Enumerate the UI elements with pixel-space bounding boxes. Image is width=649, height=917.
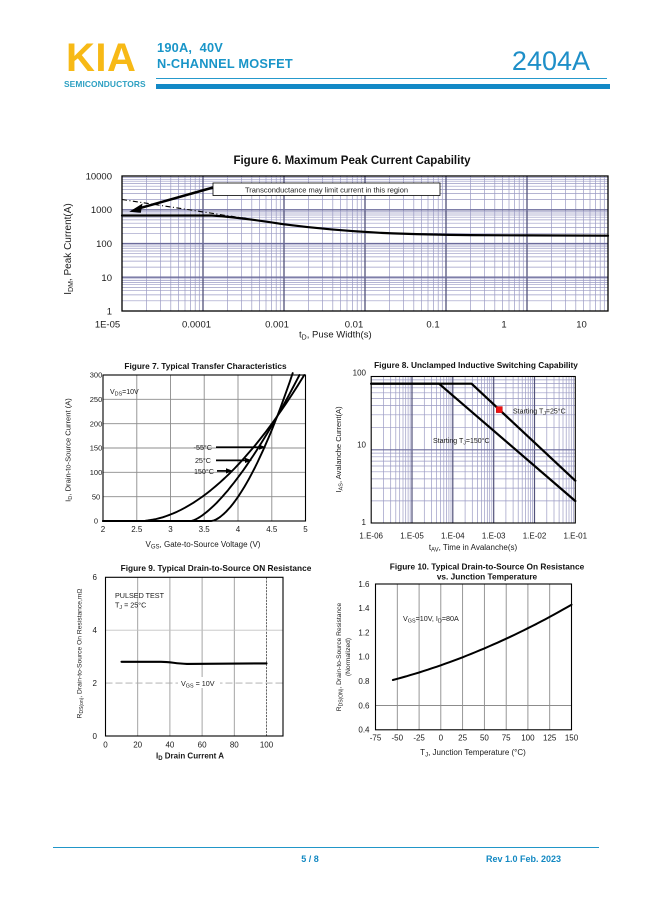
svg-text:2.5: 2.5 xyxy=(131,525,143,534)
svg-text:IAS, Avalanche Current(A): IAS, Avalanche Current(A) xyxy=(334,406,345,493)
svg-text:tD, Puse Width(s): tD, Puse Width(s) xyxy=(299,330,372,342)
svg-text:1: 1 xyxy=(362,518,367,527)
svg-text:10: 10 xyxy=(576,320,587,331)
svg-text:0: 0 xyxy=(439,734,444,743)
svg-text:10000: 10000 xyxy=(86,172,112,183)
svg-text:TJ = 25°C: TJ = 25°C xyxy=(115,601,146,612)
svg-text:1.E-01: 1.E-01 xyxy=(564,532,588,541)
svg-text:0: 0 xyxy=(103,741,108,750)
svg-text:RDS(ON), Drain-to-Source Resis: RDS(ON), Drain-to-Source Resistance xyxy=(336,602,344,711)
svg-text:1.E-05: 1.E-05 xyxy=(400,532,424,541)
svg-text:4: 4 xyxy=(236,525,241,534)
svg-text:0.8: 0.8 xyxy=(358,677,370,686)
svg-text:40: 40 xyxy=(165,741,174,750)
svg-text:-75: -75 xyxy=(370,734,382,743)
svg-text:tAV, Time in Avalanche(s): tAV, Time in Avalanche(s) xyxy=(429,543,518,554)
svg-text:1000: 1000 xyxy=(91,205,112,216)
svg-text:25°C: 25°C xyxy=(195,456,211,465)
svg-text:1: 1 xyxy=(501,320,506,331)
svg-text:(Normalized): (Normalized) xyxy=(345,638,352,676)
svg-text:VGS=10V, ID=80A: VGS=10V, ID=80A xyxy=(403,614,459,625)
svg-text:75: 75 xyxy=(502,734,511,743)
svg-text:100: 100 xyxy=(90,468,103,477)
svg-text:0.1: 0.1 xyxy=(426,320,439,331)
svg-text:60: 60 xyxy=(198,741,207,750)
svg-text:1.6: 1.6 xyxy=(358,580,370,589)
svg-text:4.5: 4.5 xyxy=(266,525,278,534)
svg-text:Figure 6. Maximum Peak Current: Figure 6. Maximum Peak Current Capabilit… xyxy=(233,155,471,167)
svg-text:Starting TJ=25°C: Starting TJ=25°C xyxy=(513,408,566,418)
svg-text:150: 150 xyxy=(90,444,103,453)
svg-text:100: 100 xyxy=(96,239,112,250)
svg-text:0.6: 0.6 xyxy=(358,701,370,710)
svg-text:150: 150 xyxy=(565,734,579,743)
svg-text:80: 80 xyxy=(230,741,239,750)
svg-text:TJ, Junction Temperature (°C): TJ, Junction Temperature (°C) xyxy=(420,748,526,759)
svg-text:ID Drain Current A: ID Drain Current A xyxy=(156,752,224,763)
svg-text:100: 100 xyxy=(521,734,535,743)
svg-text:1.E-06: 1.E-06 xyxy=(359,532,383,541)
svg-text:VDS=10V: VDS=10V xyxy=(110,389,139,398)
svg-text:VGS, Gate-to-Source Voltage (V: VGS, Gate-to-Source Voltage (V) xyxy=(146,540,261,551)
svg-text:1.2: 1.2 xyxy=(358,628,370,637)
svg-text:6: 6 xyxy=(93,573,98,582)
svg-text:3: 3 xyxy=(168,525,173,534)
svg-text:1: 1 xyxy=(107,307,112,318)
svg-text:0.0001: 0.0001 xyxy=(182,320,211,331)
svg-text:Figure 10. Typical Drain-to-So: Figure 10. Typical Drain-to-Source On Re… xyxy=(390,562,585,572)
svg-text:1.4: 1.4 xyxy=(358,604,370,613)
svg-text:20: 20 xyxy=(133,741,142,750)
svg-text:100: 100 xyxy=(260,741,274,750)
svg-text:2: 2 xyxy=(93,679,98,688)
svg-text:-50: -50 xyxy=(392,734,404,743)
svg-text:-55°C: -55°C xyxy=(194,443,212,452)
svg-text:0: 0 xyxy=(93,732,98,741)
svg-text:PULSED TEST: PULSED TEST xyxy=(115,591,165,600)
svg-text:VGS = 10V: VGS = 10V xyxy=(181,679,215,690)
svg-text:125: 125 xyxy=(543,734,557,743)
svg-text:200: 200 xyxy=(90,419,103,428)
svg-text:1.E-04: 1.E-04 xyxy=(441,532,465,541)
svg-text:Figure 8. Unclamped Inductive: Figure 8. Unclamped Inductive Switching … xyxy=(374,360,578,370)
svg-text:50: 50 xyxy=(92,492,100,501)
svg-text:Figure 9. Typical Drain-to-Sou: Figure 9. Typical Drain-to-Source ON Res… xyxy=(121,563,312,573)
svg-text:10: 10 xyxy=(101,273,112,284)
svg-text:Transconductance may limit cu: Transconductance may limit current in th… xyxy=(245,185,408,194)
svg-text:1.E-02: 1.E-02 xyxy=(523,532,547,541)
svg-text:150°C: 150°C xyxy=(194,467,214,476)
svg-text:RDS(on), Drain-to-Source On Re: RDS(on), Drain-to-Source On Resistance,m… xyxy=(77,589,85,719)
svg-text:1.0: 1.0 xyxy=(358,653,370,662)
svg-text:Figure 7. Typical Transfer Cha: Figure 7. Typical Transfer Characteristi… xyxy=(124,361,287,371)
svg-text:0: 0 xyxy=(94,517,98,526)
svg-text:100: 100 xyxy=(353,369,367,378)
svg-text:-25: -25 xyxy=(413,734,425,743)
svg-text:4: 4 xyxy=(93,626,98,635)
svg-text:IDM, Peak Current(A): IDM, Peak Current(A) xyxy=(63,203,75,294)
svg-text:Starting TJ=150°C: Starting TJ=150°C xyxy=(433,437,490,447)
svg-text:250: 250 xyxy=(90,395,103,404)
svg-text:vs. Junction Temperature: vs. Junction Temperature xyxy=(437,572,538,582)
svg-text:0.001: 0.001 xyxy=(265,320,289,331)
svg-text:25: 25 xyxy=(458,734,467,743)
svg-text:10: 10 xyxy=(357,441,366,450)
svg-text:0.4: 0.4 xyxy=(358,726,370,735)
svg-text:50: 50 xyxy=(480,734,489,743)
svg-text:1E-05: 1E-05 xyxy=(95,320,120,331)
svg-text:0.01: 0.01 xyxy=(345,320,364,331)
svg-text:1.E-03: 1.E-03 xyxy=(482,532,506,541)
svg-text:ID, Drain-to-Source Current (A: ID, Drain-to-Source Current (A) xyxy=(64,398,75,502)
svg-text:5: 5 xyxy=(303,525,308,534)
svg-text:300: 300 xyxy=(90,371,103,380)
svg-text:2: 2 xyxy=(101,525,106,534)
svg-text:3.5: 3.5 xyxy=(199,525,211,534)
